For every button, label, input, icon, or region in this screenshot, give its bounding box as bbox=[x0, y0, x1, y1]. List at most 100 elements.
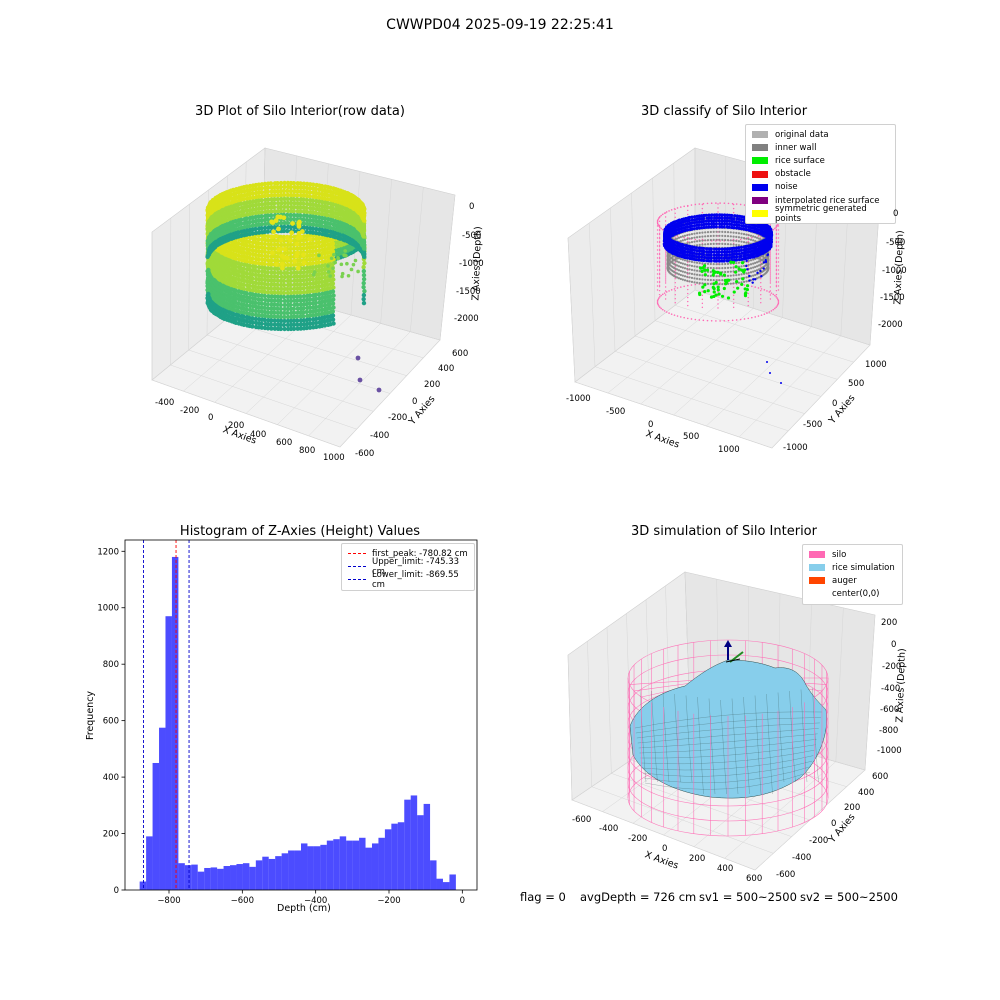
histogram-bar bbox=[210, 867, 218, 890]
legend-swatch bbox=[752, 131, 768, 139]
histogram-bar bbox=[223, 866, 231, 890]
histogram-bar bbox=[339, 836, 347, 890]
legend-label: obstacle bbox=[775, 169, 811, 180]
legend-label: noise bbox=[775, 182, 798, 193]
raw-z-tick: -1500 bbox=[456, 287, 481, 297]
raw-x-tick: -200 bbox=[180, 406, 200, 416]
simulation-x-tick: 400 bbox=[717, 864, 734, 874]
legend-swatch bbox=[809, 577, 825, 585]
histogram-bar bbox=[397, 822, 405, 890]
histogram-y-tick-label: 400 bbox=[103, 773, 119, 783]
classify-y-tick: -1000 bbox=[783, 443, 808, 453]
histogram-bar bbox=[320, 844, 327, 890]
rice-mesh-line bbox=[634, 711, 823, 729]
center-markers bbox=[724, 640, 744, 663]
simulation-x-tick: 600 bbox=[746, 874, 763, 884]
classify-x-tick: 1000 bbox=[718, 445, 740, 455]
classify-y-tick: 0 bbox=[832, 399, 838, 409]
simulation-z-tick: -600 bbox=[880, 705, 900, 715]
simulation-x-tick: 200 bbox=[689, 854, 706, 864]
histogram-bar bbox=[391, 823, 398, 890]
histogram-bar bbox=[139, 881, 147, 890]
classify-plot-title: 3D classify of Silo Interior bbox=[640, 104, 808, 119]
legend-item: inner wall bbox=[752, 141, 889, 154]
histogram-bar bbox=[307, 846, 314, 890]
histogram-bar bbox=[365, 847, 372, 890]
histogram-bar bbox=[326, 840, 334, 890]
rice-mesh-line bbox=[800, 689, 808, 783]
rice-mesh-line bbox=[731, 698, 739, 795]
simulation-y-tick: 200 bbox=[844, 803, 861, 813]
simulation-x-tick: 0 bbox=[662, 844, 668, 854]
histogram-frame bbox=[124, 539, 478, 891]
histogram-y-axis-label: Frequency bbox=[85, 690, 97, 741]
histogram-vlines bbox=[143, 540, 190, 890]
legend-item: Upper_limit: -745.33 cm bbox=[348, 557, 468, 577]
histogram-bar bbox=[384, 829, 392, 890]
histogram-bar bbox=[255, 860, 263, 890]
legend-swatch bbox=[752, 170, 768, 178]
raw-y-tick: 200 bbox=[424, 380, 441, 390]
classify-z-tick: 0 bbox=[893, 209, 899, 219]
legend-swatch bbox=[752, 210, 768, 218]
histogram-bar bbox=[371, 843, 379, 890]
legend-line bbox=[348, 553, 366, 555]
legend-label: Lower_limit: -869.55 cm bbox=[372, 569, 459, 590]
histogram-y-tick-label: 800 bbox=[103, 660, 119, 670]
histogram-x-tick-label: 0 bbox=[460, 896, 465, 906]
raw-z-tick: -2000 bbox=[454, 314, 479, 324]
histogram-chart: −800 −600 −400 −200 0 0 200 400 600 800 1000 1200 bbox=[97, 539, 478, 906]
rice-mesh-line bbox=[697, 696, 704, 795]
histogram-bar bbox=[423, 803, 431, 890]
legend-item: first_peak: -780.82 cm bbox=[348, 547, 468, 560]
histogram-bar bbox=[346, 840, 353, 890]
histogram-bar bbox=[171, 556, 179, 890]
histogram-bar bbox=[217, 868, 224, 890]
histogram-x-tick-label: −600 bbox=[231, 896, 254, 906]
legend-label: first_peak: -780.82 cm bbox=[372, 548, 468, 559]
classify-x-tick: -1000 bbox=[566, 394, 591, 404]
histogram-bar bbox=[301, 843, 308, 890]
histogram-bar bbox=[352, 840, 360, 890]
raw-x-tick: 0 bbox=[208, 413, 214, 423]
histogram-y-tick-label: 1000 bbox=[97, 604, 119, 614]
sv2-status: sv2 = 500~2500 bbox=[800, 890, 898, 904]
histogram-bar bbox=[449, 874, 456, 890]
legend-item: obstacle bbox=[752, 168, 889, 181]
flag-status: flag = 0 bbox=[520, 890, 566, 904]
histogram-x-tick-label: −200 bbox=[377, 896, 400, 906]
rice-mesh-line bbox=[743, 696, 750, 795]
legend-swatch bbox=[752, 197, 768, 205]
simulation-y-tick: -200 bbox=[809, 836, 829, 846]
simulation-3d-plot bbox=[567, 571, 876, 871]
raw-plot-title: 3D Plot of Silo Interior(row data) bbox=[195, 104, 405, 119]
sv1-status: sv1 = 500~2500 bbox=[699, 890, 797, 904]
rice-surface bbox=[629, 659, 828, 799]
legend-item: silo bbox=[809, 548, 896, 561]
raw-z-tick: -500 bbox=[462, 231, 482, 241]
raw-y-tick: -400 bbox=[370, 431, 390, 441]
raw-y-tick: -200 bbox=[388, 413, 408, 423]
rice-mesh-line bbox=[639, 689, 647, 783]
histogram-bar bbox=[184, 865, 192, 890]
simulation-z-tick: 200 bbox=[881, 618, 898, 628]
simulation-z-tick: -800 bbox=[879, 726, 899, 736]
raw-x-tick: 600 bbox=[276, 438, 293, 448]
legend-item: center(0,0) bbox=[809, 588, 896, 601]
legend-label: inner wall bbox=[775, 142, 817, 153]
raw-y-tick: 0 bbox=[412, 397, 418, 407]
classify-y-tick: -500 bbox=[803, 420, 823, 430]
rice-mesh-line bbox=[662, 692, 670, 783]
histogram-bar bbox=[268, 858, 276, 890]
legend-item: interpolated rice surface bbox=[752, 194, 889, 207]
histogram-bar bbox=[204, 867, 211, 890]
histogram-bar bbox=[230, 865, 237, 890]
classify-y-tick: 1000 bbox=[865, 360, 887, 370]
classify-3d-plot bbox=[567, 147, 881, 449]
legend-label: auger bbox=[832, 575, 857, 586]
legend-label: interpolated rice surface bbox=[775, 195, 880, 206]
histogram-x-axis-label: Depth (cm) bbox=[277, 903, 331, 914]
legend-label: original data bbox=[775, 129, 829, 140]
legend-item: symmetric generated points bbox=[752, 204, 889, 224]
histogram-y-tick-label: 1200 bbox=[97, 547, 119, 557]
